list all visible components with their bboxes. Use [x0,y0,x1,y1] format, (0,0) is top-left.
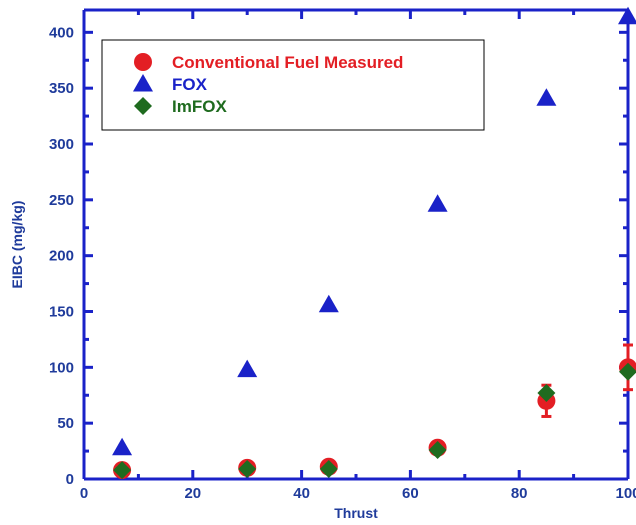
y-tick-label: 350 [49,80,74,97]
x-axis-label: Thrust [334,505,378,521]
y-tick-label: 0 [66,471,74,488]
fox-point [618,6,636,25]
y-axis-label: EIBC (mg/kg) [9,201,25,289]
y-tick-label: 150 [49,304,74,321]
imfox-point [537,384,556,403]
y-tick-label: 250 [49,192,74,209]
legend-label-fox: FOX [172,75,208,94]
fox-point [237,359,258,378]
fox-point [427,194,448,212]
y-tick-label: 50 [57,415,74,432]
x-tick-label: 100 [615,485,636,502]
x-tick-label: 20 [184,485,201,502]
x-tick-label: 80 [511,485,528,502]
imfox-point [113,461,132,480]
x-tick-label: 40 [293,485,310,502]
error-bars [541,343,633,418]
imfox-point [428,440,447,459]
x-tick-label: 60 [402,485,419,502]
data-points [112,6,636,480]
fox-point [536,88,557,106]
legend-marker-conventional-fuel-measured [134,53,152,71]
x-tick-labels: 0 20 40 60 80 100 [80,485,636,502]
y-tick-label: 100 [49,359,74,376]
y-tick-labels: 0 50 100 150 200 250 300 350 400 [49,24,74,488]
imfox-point [319,459,338,478]
legend-label-conventional-fuel-measured: Conventional Fuel Measured [172,53,403,72]
legend-marker-imfox [134,97,152,115]
fox-point [318,294,339,313]
y-tick-label: 300 [49,136,74,153]
axis-ticks [82,10,630,481]
fox-point [112,437,133,456]
legend-label-imfox: ImFOX [172,97,227,116]
imfox-point [238,459,257,478]
y-tick-label: 200 [49,248,74,265]
legend: Conventional Fuel Measured FOX ImFOX [101,39,485,131]
legend-box [101,39,485,131]
imfox-point [619,362,636,381]
legend-marker-fox [133,74,153,92]
x-tick-label: 0 [80,485,88,502]
y-tick-label: 400 [49,24,74,41]
